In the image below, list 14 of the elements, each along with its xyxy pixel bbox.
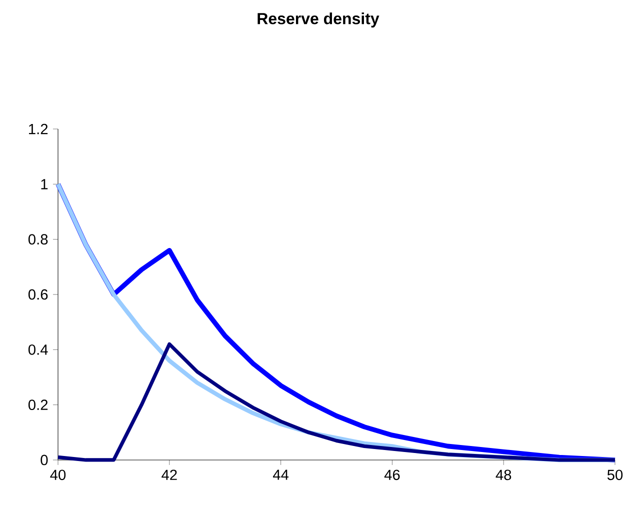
- x-tick-label: 50: [607, 470, 623, 480]
- x-tick-label: 46: [384, 470, 400, 480]
- x-tick-label: 48: [496, 470, 512, 480]
- y-tick-label: 0.6: [28, 289, 48, 300]
- x-tick-label: 40: [50, 470, 66, 480]
- y-tick-label: 1.2: [29, 124, 48, 134]
- x-tick-label: 42: [162, 470, 177, 480]
- chart-title: Reserve density: [258, 12, 380, 28]
- y-tick-label: 0.4: [28, 344, 48, 355]
- x-tick-label: 44: [272, 470, 289, 480]
- y-tick-label: 0.2: [28, 400, 48, 410]
- y-tick-label: 0: [40, 454, 48, 466]
- y-tick-label: 0.8: [28, 234, 48, 245]
- y-tick-label: 1: [41, 179, 48, 190]
